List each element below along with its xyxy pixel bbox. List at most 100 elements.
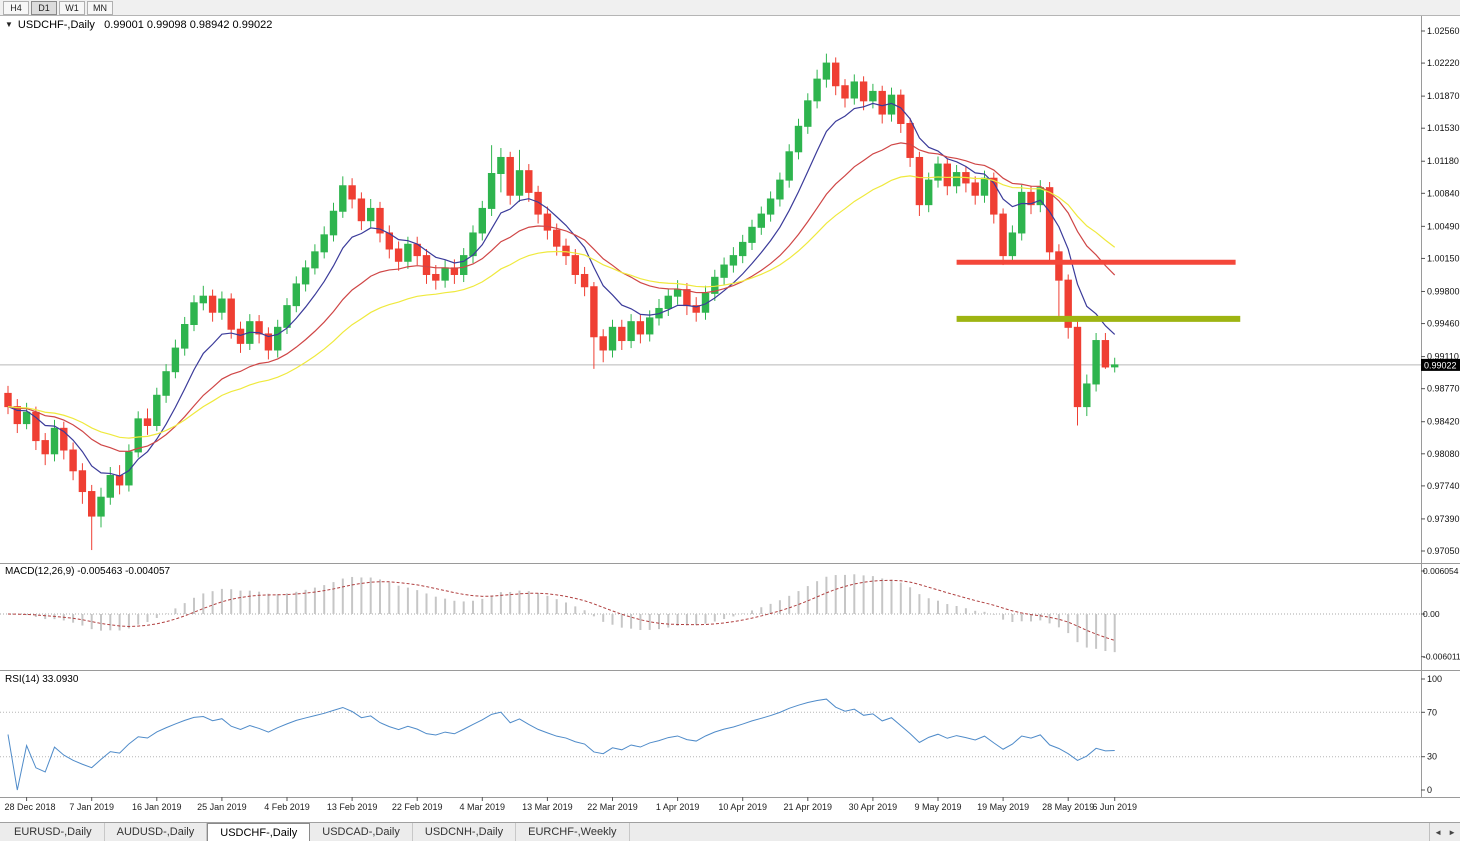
candle [906, 122, 914, 158]
price-axis-label: 0.99110 [1427, 352, 1459, 362]
candle [4, 392, 12, 408]
candle [339, 185, 347, 212]
candle [934, 163, 942, 181]
candle [441, 267, 449, 281]
candle [534, 191, 542, 215]
candle [580, 273, 589, 288]
candle [841, 85, 849, 99]
chart-canvas[interactable]: 1.02560 1.02220 1.01870 1.01530 1.01180 1.008… [0, 16, 1460, 822]
rsi-indicator-label: RSI(14) 33.0930 [5, 674, 79, 685]
candle [925, 179, 933, 206]
candle [264, 333, 273, 351]
date-axis-label: 28 Dec 2018 [4, 802, 55, 812]
candle [980, 177, 989, 196]
date-axis-label: 19 May 2019 [977, 802, 1029, 812]
candle [673, 289, 682, 297]
candle [794, 125, 803, 153]
timeframe-button-d1[interactable]: D1 [31, 0, 57, 15]
candle [1073, 326, 1082, 408]
candle [1036, 187, 1044, 206]
price-axis-label: 0.98080 [1427, 449, 1460, 459]
candle [236, 328, 245, 344]
candle [274, 326, 282, 351]
candle [562, 245, 570, 257]
chart-tab-eurusd-daily[interactable]: EURUSD-,Daily [2, 823, 105, 841]
timeframe-button-mn[interactable]: MN [87, 0, 113, 15]
rsi-line [7, 698, 1115, 791]
candle [869, 90, 877, 102]
candle [97, 496, 105, 517]
date-axis-label: 1 Apr 2019 [656, 802, 700, 812]
candle [990, 177, 998, 215]
symbol-dropdown-icon[interactable]: ▼ [5, 20, 13, 29]
candle [329, 210, 338, 236]
tab-scroll-controls: ◄ ► [1429, 823, 1460, 841]
rsi-axis-label: 30 [1427, 752, 1437, 762]
candle [515, 170, 524, 196]
tab-scroll-left-button[interactable]: ◄ [1434, 827, 1443, 837]
chart-tab-audusd-daily[interactable]: AUDUSD-,Daily [105, 823, 208, 841]
date-axis-label: 28 May 2019 [1042, 802, 1094, 812]
date-axis-label: 4 Feb 2019 [264, 802, 310, 812]
candle [227, 298, 235, 330]
candle [78, 470, 87, 493]
date-axis-label: 13 Feb 2019 [327, 802, 378, 812]
candle [618, 326, 626, 342]
candle [60, 427, 68, 451]
candle [134, 418, 142, 453]
date-axis-label: 9 May 2019 [914, 802, 961, 812]
chart-tab-usdcnh-daily[interactable]: USDCNH-,Daily [413, 823, 517, 841]
date-axis-label: 4 Mar 2019 [460, 802, 506, 812]
tab-scroll-right-button[interactable]: ► [1448, 827, 1456, 837]
candle [729, 255, 738, 266]
candle [748, 226, 756, 243]
candle [1045, 187, 1054, 253]
chart-tab-bar: EURUSD-,Daily AUDUSD-,Daily USDCHF-,Daily U… [0, 822, 1460, 841]
candle [394, 248, 403, 262]
candle [255, 321, 263, 335]
chart-tabs: EURUSD-,Daily AUDUSD-,Daily USDCHF-,Daily U… [0, 823, 630, 841]
chart-tab-usdcad-daily[interactable]: USDCAD-,Daily [310, 823, 413, 841]
chart-tab-eurchf-weekly[interactable]: EURCHF-,Weekly [516, 823, 630, 841]
timeframe-button-h4[interactable]: H4 [3, 0, 29, 15]
candle [897, 94, 905, 124]
candle [404, 243, 412, 262]
date-axis-label: 16 Jan 2019 [132, 802, 182, 812]
candle [13, 406, 22, 425]
candle [41, 440, 49, 455]
candle [804, 100, 812, 127]
candle [1027, 191, 1035, 206]
macd-axis-label: 0.006054 [1423, 566, 1459, 576]
candle [766, 198, 775, 215]
rsi-axis-label: 100 [1427, 674, 1442, 684]
candle [422, 255, 431, 275]
candle [720, 264, 728, 278]
candle [915, 156, 924, 206]
ma-line-20 [7, 142, 1116, 452]
price-axis-label: 0.98420 [1427, 417, 1460, 427]
candle [553, 229, 561, 247]
price-axis-label: 1.01530 [1427, 123, 1460, 133]
current-price-badge [1421, 358, 1460, 371]
candle [850, 81, 858, 99]
candle [776, 179, 784, 200]
candle [348, 185, 356, 200]
candle [357, 198, 366, 222]
ma-line-8 [7, 102, 1116, 477]
date-axis-label: 13 Mar 2019 [522, 802, 573, 812]
candle [571, 255, 579, 275]
current-price-badge-text: 0.99022 [1424, 360, 1457, 370]
price-axis-label: 0.97390 [1427, 514, 1460, 524]
macd-axis-label: -0.006011 [1423, 652, 1460, 662]
candle [199, 295, 208, 304]
candle [1018, 191, 1026, 234]
date-axis-label: 22 Feb 2019 [392, 802, 443, 812]
candle [1101, 340, 1110, 368]
price-axis-label: 0.97740 [1427, 481, 1460, 491]
chart-tab-usdchf-daily[interactable]: USDCHF-,Daily [207, 823, 311, 841]
candle [88, 491, 96, 517]
date-axis-label: 25 Jan 2019 [197, 802, 247, 812]
timeframe-button-w1[interactable]: W1 [59, 0, 85, 15]
candle [525, 170, 533, 193]
candle [460, 255, 468, 275]
